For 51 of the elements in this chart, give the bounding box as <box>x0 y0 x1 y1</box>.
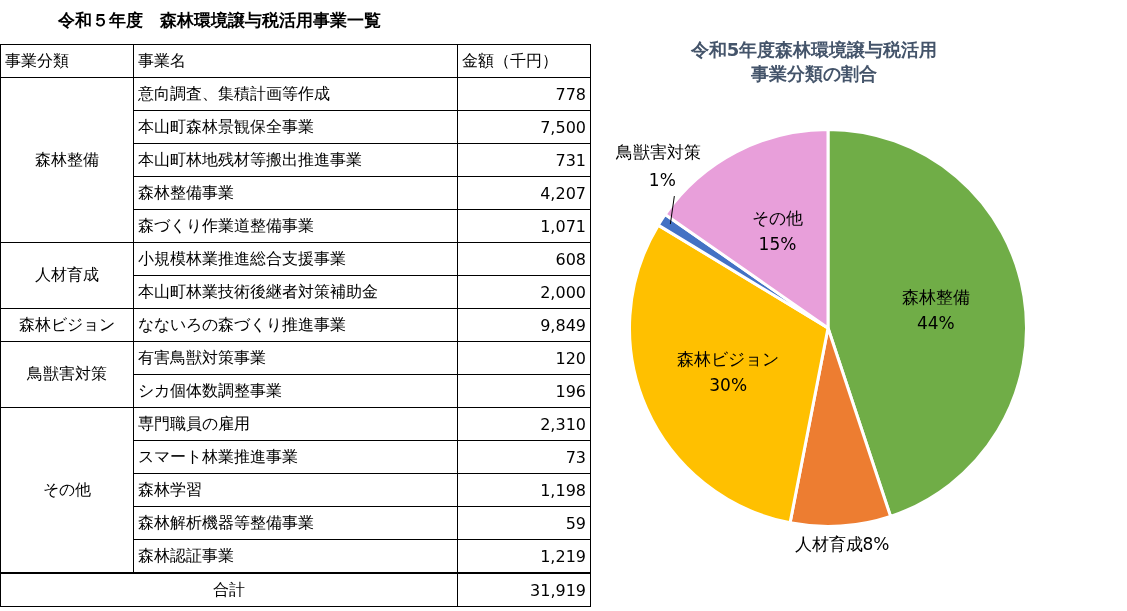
category-label: 本山町森林景観保全事業 <box>133 110 458 144</box>
category-label: 有害鳥獣対策事業 <box>133 341 458 375</box>
text: 4,207 <box>540 183 586 203</box>
chart-title: 令和5年度森林環境譲与税活用事業分類の割合 <box>689 38 939 86</box>
category-label: 森林学習 <box>133 473 458 507</box>
category-label: なないろの森づくり推進事業 <box>133 308 458 342</box>
text: 120 <box>555 348 586 368</box>
text: 196 <box>555 381 586 401</box>
text: 令和５年度 森林環境譲与税活用事業一覧 <box>57 9 382 32</box>
text: 9,849 <box>540 315 586 335</box>
text: 1,198 <box>540 480 586 500</box>
category-label: その他 <box>43 479 91 499</box>
category-label: 森林整備事業 <box>133 176 458 210</box>
data-label: 44% <box>916 313 955 333</box>
text: 778 <box>555 84 586 104</box>
text: 1,219 <box>540 546 586 566</box>
text: 31,919 <box>530 580 586 600</box>
slice-label: その他 <box>752 207 803 228</box>
text: 59 <box>565 513 586 533</box>
text: 金額（千円） <box>457 44 591 78</box>
category-label: 森づくり作業道整備事業 <box>133 209 458 243</box>
text: 事業分類 <box>0 44 134 78</box>
text: 608 <box>555 249 586 269</box>
text: 73 <box>565 447 586 467</box>
text: 731 <box>555 150 586 170</box>
category-label: 本山町林業技術後継者対策補助金 <box>133 275 458 309</box>
category-label: 森林ビジョン <box>19 314 115 334</box>
slice-label: 鳥獣害対策 <box>614 142 701 163</box>
category-label: シカ個体数調整事業 <box>133 374 458 408</box>
slice-label: 森林整備 <box>901 287 970 307</box>
text: 2,000 <box>540 282 586 302</box>
category-label: 意向調査、集積計画等作成 <box>133 77 458 111</box>
category-label: 専門職員の雇用 <box>133 407 458 441</box>
text: 人材育成 <box>35 265 99 284</box>
data-label: 1% <box>648 170 676 191</box>
slice-label: 森林ビジョン <box>677 348 780 369</box>
category-label: 小規模林業推進総合支援事業 <box>133 242 458 276</box>
slice-label: 人材育成8% <box>794 534 890 555</box>
category-label: 森林認証事業 <box>133 539 458 573</box>
category-label: 鳥獣害対策 <box>27 364 107 383</box>
category-label: 森林整備 <box>35 149 99 169</box>
text: 7,500 <box>540 117 586 137</box>
data-label: 30% <box>709 374 748 395</box>
category-label: 本山町林地残材等搬出推進事業 <box>133 143 458 177</box>
category-label: スマート林業推進事業 <box>133 440 458 474</box>
text: 合計 <box>0 573 458 607</box>
data-label: 15% <box>758 233 797 254</box>
category-label: 森林解析機器等整備事業 <box>133 506 458 540</box>
text: 事業名 <box>133 44 458 78</box>
text: 1,071 <box>540 216 586 236</box>
text: 2,310 <box>540 414 586 434</box>
